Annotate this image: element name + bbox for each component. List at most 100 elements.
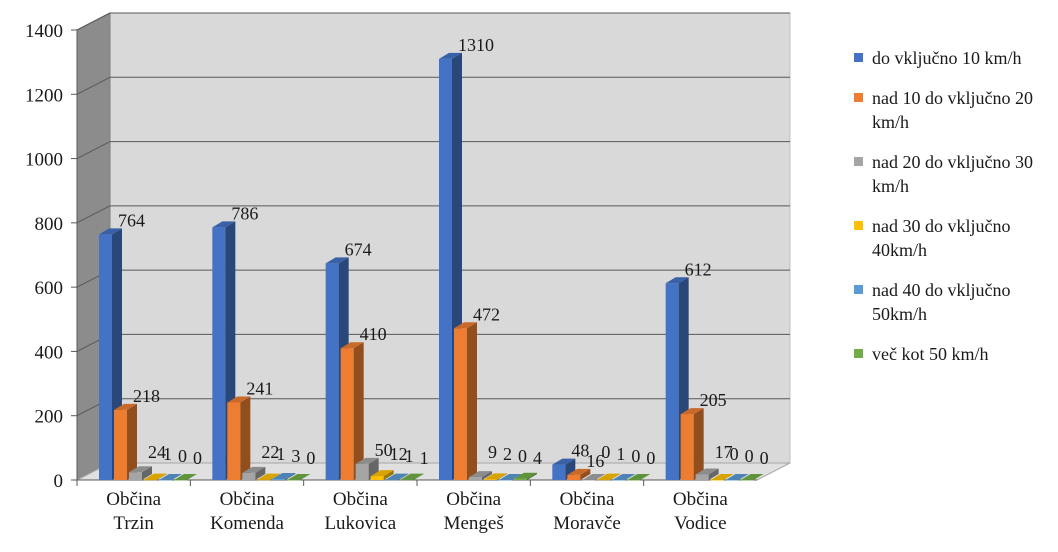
data-label: 0 xyxy=(306,448,315,468)
y-tick-label: 400 xyxy=(35,342,64,363)
bar-front xyxy=(726,480,739,481)
legend-item: nad 10 do vključno 20 km/h xyxy=(850,86,1058,134)
y-tick-label: 1200 xyxy=(25,85,63,106)
x-tick-label: Lukovica xyxy=(324,513,396,534)
bar-front xyxy=(484,479,497,480)
data-label: 0 xyxy=(631,446,640,466)
y-tick-label: 800 xyxy=(35,214,64,235)
bar-side xyxy=(694,408,704,480)
data-label: 1 xyxy=(405,446,414,466)
bar-side xyxy=(354,342,364,480)
data-label: 764 xyxy=(118,210,145,230)
data-label: 2 xyxy=(503,444,512,464)
bar-front xyxy=(99,234,112,480)
x-tick-label: Občina xyxy=(333,489,388,510)
legend-swatch xyxy=(854,349,863,358)
bar-front xyxy=(114,410,127,480)
legend-item: nad 20 do vključno 30 km/h xyxy=(850,150,1058,198)
legend-swatch xyxy=(854,221,863,230)
data-label: 241 xyxy=(246,379,273,399)
x-tick-label: Občina xyxy=(446,489,501,510)
legend-label: nad 20 do vključno 30 km/h xyxy=(872,152,1033,196)
bar-front xyxy=(439,59,452,480)
bar-front xyxy=(386,480,399,481)
y-tick-label: 200 xyxy=(35,407,64,428)
bar-front xyxy=(257,480,270,481)
bar-front xyxy=(401,480,414,481)
data-label: 205 xyxy=(700,390,727,410)
legend-swatch xyxy=(854,285,863,294)
bar-front xyxy=(174,480,187,481)
data-label: 0 xyxy=(745,446,754,466)
bar-front xyxy=(212,227,225,480)
x-tick-label: Občina xyxy=(560,489,615,510)
x-tick-label: Moravče xyxy=(553,513,621,534)
data-label: 0 xyxy=(518,446,527,466)
data-label: 0 xyxy=(646,448,655,468)
legend-swatch xyxy=(854,93,863,102)
legend-label: več kot 50 km/h xyxy=(872,344,988,364)
data-label: 9 xyxy=(488,442,497,462)
x-tick-label: Občina xyxy=(673,489,728,510)
bar-front xyxy=(242,473,255,480)
bar-front xyxy=(696,475,709,480)
data-label: 4 xyxy=(533,448,542,468)
data-label: 612 xyxy=(685,259,712,279)
bar-front xyxy=(741,480,754,481)
bar-front xyxy=(567,475,580,480)
data-label: 218 xyxy=(133,386,160,406)
y-tick-label: 600 xyxy=(35,278,64,299)
bar-front xyxy=(514,479,527,480)
bar-front xyxy=(552,465,565,480)
y-tick-label: 1400 xyxy=(25,21,63,42)
bar-front xyxy=(272,479,285,480)
data-label: 674 xyxy=(345,239,372,259)
legend-swatch xyxy=(854,157,863,166)
y-tick-label: 1000 xyxy=(25,150,63,171)
data-label: 0 xyxy=(178,446,187,466)
bar-front xyxy=(159,480,172,481)
x-tick-label: Mengeš xyxy=(444,513,504,534)
x-tick-label: Občina xyxy=(220,489,275,510)
data-label: 786 xyxy=(231,203,258,223)
bar-front xyxy=(597,480,610,481)
legend-item: nad 30 do vključno 40km/h xyxy=(850,214,1058,262)
data-label: 410 xyxy=(360,324,387,344)
bar-front xyxy=(711,480,724,481)
legend-label: nad 30 do vključno 40km/h xyxy=(872,216,1010,260)
x-tick-label: Trzin xyxy=(113,513,154,534)
legend-label: nad 10 do vključno 20 km/h xyxy=(872,88,1033,132)
bar-front xyxy=(129,472,142,480)
x-tick-label: Vodice xyxy=(674,513,726,534)
bar-side xyxy=(467,322,477,480)
data-label: 0 xyxy=(193,448,202,468)
bar-front xyxy=(582,480,595,481)
data-label: 1 xyxy=(276,444,285,464)
legend-item: nad 40 do vključno 50km/h xyxy=(850,278,1058,326)
bar-front xyxy=(287,480,300,481)
bar-side xyxy=(240,397,250,480)
bar-front xyxy=(499,480,512,481)
bar-front xyxy=(356,464,369,480)
bar-front xyxy=(326,263,339,480)
bar-front xyxy=(371,476,384,480)
bar-front xyxy=(469,477,482,480)
bar-front xyxy=(681,414,694,480)
legend-item: do vključno 10 km/h xyxy=(850,46,1058,70)
bar-front xyxy=(612,480,625,481)
bar-front xyxy=(454,328,467,480)
legend-label: nad 40 do vključno 50km/h xyxy=(872,280,1010,324)
data-label: 0 xyxy=(760,448,769,468)
bar-front xyxy=(227,403,240,480)
legend-swatch xyxy=(854,53,863,62)
data-label: 1 xyxy=(420,448,429,468)
y-tick-label: 0 xyxy=(54,471,64,492)
x-tick-label: Komenda xyxy=(210,513,284,534)
legend-item: več kot 50 km/h xyxy=(850,342,1058,366)
bar-front xyxy=(666,283,679,480)
data-label: 1 xyxy=(163,444,172,464)
data-label: 0 xyxy=(730,444,739,464)
legend: do vključno 10 km/h nad 10 do vključno 2… xyxy=(850,46,1058,382)
bar-front xyxy=(341,348,354,480)
